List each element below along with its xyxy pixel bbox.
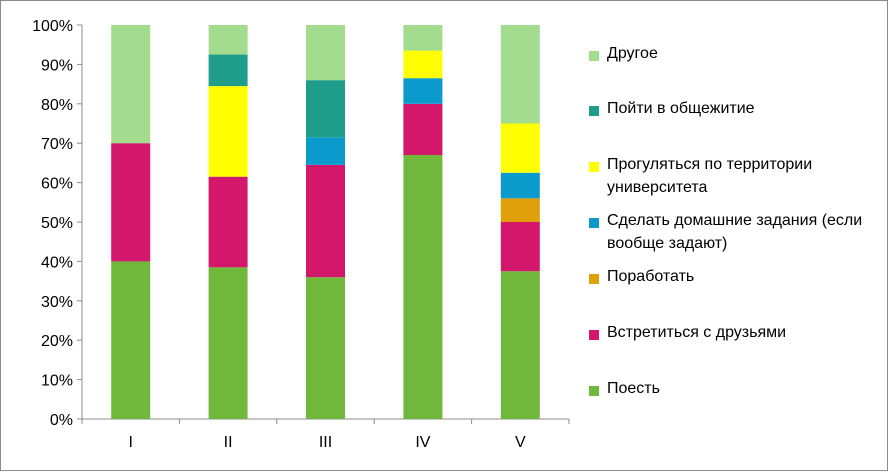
legend-item: Поработать [589,268,872,288]
bar-segment [306,164,345,278]
x-tick-label: V [515,434,526,451]
x-tick-label: I [128,434,132,451]
x-tick-label: IV [415,434,430,451]
y-tick-label: 90% [41,57,73,74]
legend-label: Поработать [607,268,695,285]
bar-segment [500,222,540,272]
bar-segment [111,261,151,419]
legend-item: Встретиться с друзьями [589,324,872,344]
bar-segment [111,143,151,262]
legend-item: Сделать домашние задания (если вообще за… [589,212,872,255]
axes [77,24,570,424]
bar-segment [306,137,345,165]
y-tick-label: 70% [41,136,73,153]
y-tick-label: 100% [32,18,73,35]
y-tick-label: 40% [41,254,73,271]
legend-swatch [589,330,599,340]
bar-segment [403,155,443,419]
bar-segment [500,172,540,199]
bar-segment [208,267,248,419]
legend-label: Поесть [607,380,660,397]
bar-segment [403,25,443,51]
bar-segment [306,25,345,81]
legend-swatch [589,51,599,61]
y-tick-label: 80% [41,97,73,114]
y-tick-label: 10% [41,373,73,390]
bar-segment [403,50,443,79]
x-tick-label: II [224,434,233,451]
bar-segment [208,176,248,268]
legend-label: Встретиться с друзьями [607,324,787,341]
legend-swatch [589,106,599,116]
legend-swatch [589,218,599,228]
bar-segment [500,198,540,222]
legend-item: Прогуляться по территории университета [589,156,872,199]
bar-segment [306,80,345,138]
y-tick-label: 20% [41,333,73,350]
bar-segment [306,277,345,419]
y-tick-label: 50% [41,215,73,232]
legend-swatch [589,386,599,396]
legend-label: Другое [607,45,658,62]
y-tick-label: 0% [50,412,73,429]
bars [111,25,540,419]
y-tick-label: 30% [41,294,73,311]
legend-swatch [589,162,599,172]
legend: Другое Пойти в общежитие Прогуляться по те… [589,1,879,472]
legend-item: Поесть [589,380,872,400]
legend-label: Сделать домашние задания (если вообще за… [607,212,863,252]
bar-segment [111,25,151,144]
legend-item: Пойти в общежитие [589,100,872,120]
bar-segment [208,54,248,87]
bar-segment [500,25,540,124]
bar-segment [403,103,443,156]
legend-swatch [589,274,599,284]
bar-segment [208,86,248,177]
x-tick-labels: I II III IV V [128,434,525,451]
bar-segment [500,271,540,419]
y-tick-labels: 0% 10% 20% 30% 40% 50% 60% 70% 80% 90% 100% [32,18,73,429]
x-tick-label: III [319,434,332,451]
y-tick-label: 60% [41,176,73,193]
bar-segment [403,78,443,104]
legend-label: Прогуляться по территории университета [607,156,813,196]
legend-label: Пойти в общежитие [607,100,755,117]
legend-item: Другое [589,45,872,65]
bar-segment [208,25,248,55]
bar-segment [500,123,540,173]
